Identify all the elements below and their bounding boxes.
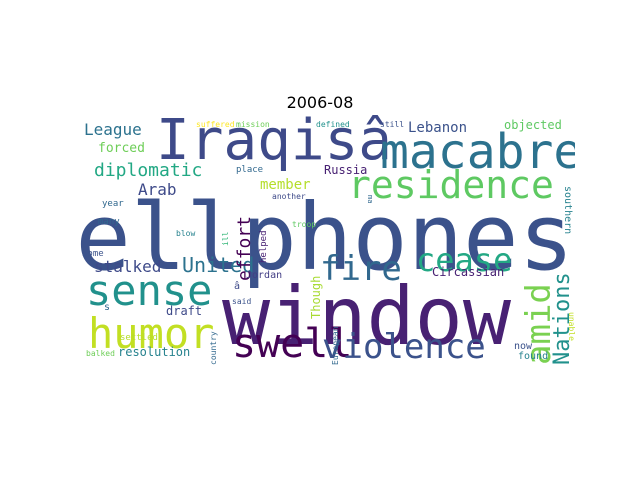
word-said-48: said <box>232 297 252 306</box>
word-russia-21: Russia <box>324 163 368 177</box>
word-helped-43: helped <box>259 230 269 263</box>
word-jordan-27: Jordan <box>246 270 283 281</box>
word-window-1: window <box>222 270 511 363</box>
word-objected-23: objected <box>504 118 562 132</box>
word-mission-33: mission <box>236 120 270 129</box>
word-arab-18: Arab <box>138 180 177 199</box>
word-fire-9: fire <box>320 249 402 289</box>
word-troop-44: troop <box>292 220 317 229</box>
word-defined-34: defined <box>316 120 350 129</box>
word-ill-41: ill <box>221 231 230 246</box>
word-resolution-28: resolution <box>118 345 191 359</box>
word-country-50: country <box>209 331 218 365</box>
word-forced-17: forced <box>98 141 145 156</box>
word-though-25: Though <box>309 275 323 319</box>
word-cease-10: cease <box>416 241 513 279</box>
word-still-35: still <box>380 120 405 129</box>
word-blow-42: blow <box>176 229 196 238</box>
word-ma-38: ma <box>366 195 374 204</box>
word-diplomatic-15: diplomatic <box>94 160 203 181</box>
word-stalked-14: stalked <box>94 257 162 276</box>
word-swell-7: swell <box>232 321 353 365</box>
word-violence-8: violence <box>322 327 486 365</box>
word-balked-52: balked <box>86 349 115 358</box>
word-cloud: CellphoneswindowIraqisâmacabreresidences… <box>80 115 575 365</box>
word-league-16: League <box>84 120 142 139</box>
word-european-51: European <box>331 326 340 365</box>
word-now-30: now <box>514 341 533 352</box>
word-found-31: found <box>518 351 549 362</box>
word-lebanon-22: Lebanon <box>408 120 468 136</box>
word-draft-29: draft <box>166 304 203 318</box>
word-another-37: another <box>272 192 306 201</box>
word-year-39: year <box>102 199 124 209</box>
word-humor-6: humor <box>88 309 215 358</box>
word-suffered-32: suffered <box>196 120 235 129</box>
word-member-20: member <box>260 177 311 193</box>
word-macabre-3: macabre <box>380 124 575 180</box>
figure-title: 2006-08 <box>286 93 354 112</box>
word-iraqis-2: Iraqisâ <box>156 115 393 173</box>
word-s-46: s <box>104 302 111 313</box>
word-many-40: many <box>98 217 120 227</box>
word-united-13: United <box>182 253 255 277</box>
word-southern-26: southern <box>562 186 573 235</box>
word--47: â <box>234 281 241 292</box>
word-place-36: place <box>236 165 264 175</box>
word-unable-53: unable <box>567 312 575 341</box>
word-settled-49: settled <box>120 333 158 343</box>
word-sense-5: sense <box>86 266 213 315</box>
word-home-45: home <box>82 249 104 259</box>
word-cellphones-0: Cellphones <box>80 184 574 291</box>
word-residence-4: residence <box>348 163 554 207</box>
word-circassian-24: Circassian <box>432 265 505 279</box>
